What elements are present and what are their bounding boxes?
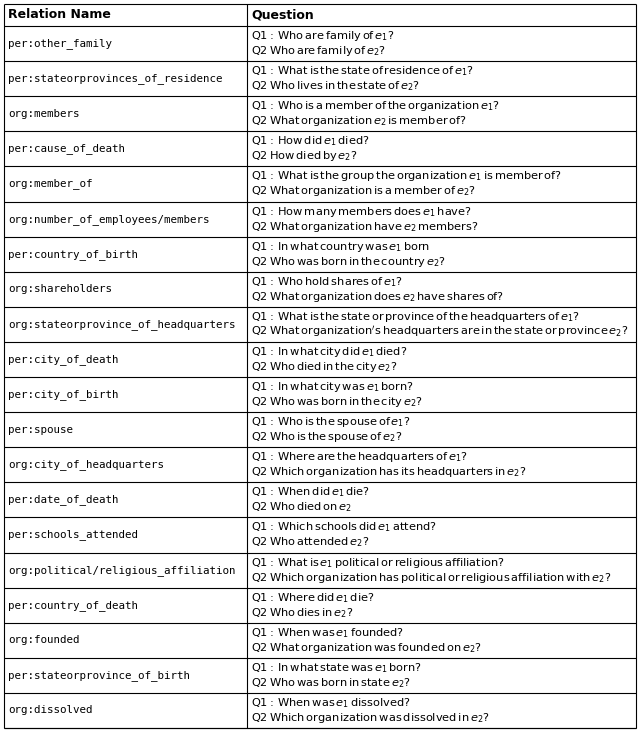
Text: org:dissolved: org:dissolved: [8, 706, 93, 715]
Text: $\mathrm{Q1:\/Who\/are\/family\/of\/}e_1\mathrm{?}$: $\mathrm{Q1:\/Who\/are\/family\/of\/}e_1…: [252, 29, 395, 43]
Text: $\mathrm{Q1:\/Where\/did\/}e_1\mathrm{\/die?}$: $\mathrm{Q1:\/Where\/did\/}e_1\mathrm{\/…: [252, 591, 375, 605]
Text: $\mathrm{Q1:\/How\/many\/members\/does\/}e_1\mathrm{\/have?}$: $\mathrm{Q1:\/How\/many\/members\/does\/…: [252, 204, 472, 219]
Text: $\mathrm{Q2\/Who\/died\/in\/the\/city\/}e_2\mathrm{?}$: $\mathrm{Q2\/Who\/died\/in\/the\/city\/}…: [252, 360, 398, 374]
Text: org:stateorprovince_of_headquarters: org:stateorprovince_of_headquarters: [8, 319, 236, 330]
Text: $\mathrm{Q2\/Who\/is\/the\/spouse\/of\/}e_2\mathrm{?}$: $\mathrm{Q2\/Who\/is\/the\/spouse\/of\/}…: [252, 430, 403, 444]
Text: $\mathrm{Q2\/What\/organization\/is\/a\/member\/of\/}e_2\mathrm{?}$: $\mathrm{Q2\/What\/organization\/is\/a\/…: [252, 184, 476, 198]
Text: $\mathrm{Q2\/What\/organization\/does\/}e_2\mathrm{\/have\/shares\/of?}$: $\mathrm{Q2\/What\/organization\/does\/}…: [252, 290, 504, 304]
Text: $\mathrm{Q1:\/What\/is\/the\/group\/the\/organization\/}e_1\mathrm{\/is\/member\: $\mathrm{Q1:\/What\/is\/the\/group\/the\…: [252, 169, 563, 184]
Text: $\mathrm{Q1:\/What\/is\/}e_1\mathrm{\/political\/or\/religious\/affiliation?}$: $\mathrm{Q1:\/What\/is\/}e_1\mathrm{\/po…: [252, 556, 505, 569]
Text: $\mathrm{Q2\/Who\/was\/born\/in\/the\/city\/}e_2\mathrm{?}$: $\mathrm{Q2\/Who\/was\/born\/in\/the\/ci…: [252, 395, 423, 409]
Text: $\mathrm{Q2\/How\/died\/by\/}e_2\mathrm{?}$: $\mathrm{Q2\/How\/died\/by\/}e_2\mathrm{…: [252, 149, 358, 163]
Text: $\mathrm{Q2\/What\/organization\/was\/founded\/on\/}e_2\mathrm{?}$: $\mathrm{Q2\/What\/organization\/was\/fo…: [252, 640, 482, 655]
Text: per:cause_of_death: per:cause_of_death: [8, 143, 125, 154]
Text: per:stateorprovinces_of_residence: per:stateorprovinces_of_residence: [8, 73, 223, 84]
Text: per:schools_attended: per:schools_attended: [8, 529, 138, 540]
Text: Question: Question: [252, 9, 314, 21]
Text: $\mathrm{Q1:\/In\/what\/country\/was\/}e_1\mathrm{\/born}$: $\mathrm{Q1:\/In\/what\/country\/was\/}e…: [252, 239, 431, 253]
Text: $\mathrm{Q1:\/When\/did\/}e_1\mathrm{\/die?}$: $\mathrm{Q1:\/When\/did\/}e_1\mathrm{\/d…: [252, 485, 371, 499]
Text: org:city_of_headquarters: org:city_of_headquarters: [8, 459, 164, 470]
Text: $\mathrm{Q1:\/How\/did\/}e_1\mathrm{\/died?}$: $\mathrm{Q1:\/How\/did\/}e_1\mathrm{\/di…: [252, 135, 370, 148]
Text: $\mathrm{Q1:\/Who\/is\/the\/spouse\/of\/}e_1\mathrm{?}$: $\mathrm{Q1:\/Who\/is\/the\/spouse\/of\/…: [252, 415, 411, 429]
Text: $\mathrm{Q2\/Which\/organization\/was\/dissolved\/in\/}e_2\mathrm{?}$: $\mathrm{Q2\/Which\/organization\/was\/d…: [252, 711, 490, 725]
Text: org:members: org:members: [8, 109, 79, 119]
Text: $\mathrm{Q1:\/Where\/are\/the\/headquarters\/of\/}e_1\mathrm{?}$: $\mathrm{Q1:\/Where\/are\/the\/headquart…: [252, 450, 468, 464]
Text: org:founded: org:founded: [8, 635, 79, 645]
Text: per:country_of_death: per:country_of_death: [8, 600, 138, 610]
Text: $\mathrm{Q2\/Which\/organization\/has\/political\/or\/religious\/affiliation\/wi: $\mathrm{Q2\/Which\/organization\/has\/p…: [252, 571, 612, 585]
Text: $\mathrm{Q2\/Who\/lives\/in\/the\/state\/of\/}e_2\mathrm{?}$: $\mathrm{Q2\/Who\/lives\/in\/the\/state\…: [252, 79, 420, 93]
Text: per:other_family: per:other_family: [8, 38, 112, 49]
Text: $\mathrm{Q1:\/When\/was\/}e_1\mathrm{\/dissolved?}$: $\mathrm{Q1:\/When\/was\/}e_1\mathrm{\/d…: [252, 696, 411, 710]
Text: $\mathrm{Q1:\/Who\/hold\/shares\/of\/}e_1\mathrm{?}$: $\mathrm{Q1:\/Who\/hold\/shares\/of\/}e_…: [252, 274, 403, 288]
Text: per:city_of_birth: per:city_of_birth: [8, 389, 118, 400]
Text: $\mathrm{Q1:\/In\/what\/state\/was\/}e_1\mathrm{\/born?}$: $\mathrm{Q1:\/In\/what\/state\/was\/}e_1…: [252, 661, 422, 675]
Text: per:stateorprovince_of_birth: per:stateorprovince_of_birth: [8, 670, 190, 681]
Text: $\mathrm{Q1:\/What\/is\/the\/state\/or\/province\/of\/the\/headquarters\/of\/}e_: $\mathrm{Q1:\/What\/is\/the\/state\/or\/…: [252, 310, 580, 324]
Text: $\mathrm{Q2\/Who\/was\/born\/in\/the\/country\/}e_2\mathrm{?}$: $\mathrm{Q2\/Who\/was\/born\/in\/the\/co…: [252, 255, 446, 269]
Text: $\mathrm{Q2\/What\/organization's\/headquarters\/are\/in\/the\/state\/or\/provin: $\mathrm{Q2\/What\/organization's\/headq…: [252, 324, 628, 340]
Text: per:date_of_death: per:date_of_death: [8, 494, 118, 505]
Text: $\mathrm{Q1:\/What\/is\/the\/state\/of\/residence\/of\/}e_1\mathrm{?}$: $\mathrm{Q1:\/What\/is\/the\/state\/of\/…: [252, 64, 474, 78]
Text: $\mathrm{Q2\/Who\/died\/on\/}e_2$: $\mathrm{Q2\/Who\/died\/on\/}e_2$: [252, 501, 353, 515]
Text: $\mathrm{Q2\/Who\/are\/family\/of\/}e_2\mathrm{?}$: $\mathrm{Q2\/Who\/are\/family\/of\/}e_2\…: [252, 44, 387, 58]
Text: $\mathrm{Q1:\/When\/was\/}e_1\mathrm{\/founded?}$: $\mathrm{Q1:\/When\/was\/}e_1\mathrm{\/f…: [252, 626, 404, 640]
Text: org:shareholders: org:shareholders: [8, 284, 112, 294]
Text: $\mathrm{Q2\/Who\/attended\/}e_2\mathrm{?}$: $\mathrm{Q2\/Who\/attended\/}e_2\mathrm{…: [252, 536, 369, 550]
Text: $\mathrm{Q1:\/In\/what\/city\/was\/}e_1\mathrm{\/born?}$: $\mathrm{Q1:\/In\/what\/city\/was\/}e_1\…: [252, 380, 414, 394]
Text: per:country_of_birth: per:country_of_birth: [8, 249, 138, 260]
Text: org:member_of: org:member_of: [8, 179, 93, 190]
Text: org:number_of_employees/members: org:number_of_employees/members: [8, 214, 209, 225]
Text: per:spouse: per:spouse: [8, 425, 73, 435]
Text: $\mathrm{Q2\/What\/organization\/}e_2\mathrm{\/is\/member\/of?}$: $\mathrm{Q2\/What\/organization\/}e_2\ma…: [252, 114, 467, 128]
Text: $\mathrm{Q1:\/Who\/is\/a\/member\/of\/the\/organization\/}e_1\mathrm{?}$: $\mathrm{Q1:\/Who\/is\/a\/member\/of\/th…: [252, 100, 500, 113]
Text: $\mathrm{Q2\/What\/organization\/have\/}e_2\mathrm{\/members?}$: $\mathrm{Q2\/What\/organization\/have\/}…: [252, 220, 479, 234]
Text: $\mathrm{Q2\/Which\/organization\/has\/its\/headquarters\/in\/}e_2\mathrm{?}$: $\mathrm{Q2\/Which\/organization\/has\/i…: [252, 466, 527, 479]
Text: $\mathrm{Q2\/Who\/was\/born\/in\/state\/}e_2\mathrm{?}$: $\mathrm{Q2\/Who\/was\/born\/in\/state\/…: [252, 676, 411, 690]
Text: org:political/religious_affiliation: org:political/religious_affiliation: [8, 564, 236, 575]
Text: $\mathrm{Q1:\/Which\/schools\/did\/}e_1\mathrm{\/attend?}$: $\mathrm{Q1:\/Which\/schools\/did\/}e_1\…: [252, 520, 437, 534]
Text: $\mathrm{Q2\/Who\/dies\/in\/}e_2\mathrm{?}$: $\mathrm{Q2\/Who\/dies\/in\/}e_2\mathrm{…: [252, 606, 353, 619]
Text: per:city_of_death: per:city_of_death: [8, 354, 118, 365]
Text: Relation Name: Relation Name: [8, 9, 111, 21]
Text: $\mathrm{Q1:\/In\/what\/city\/did\/}e_1\mathrm{\/died?}$: $\mathrm{Q1:\/In\/what\/city\/did\/}e_1\…: [252, 345, 408, 359]
